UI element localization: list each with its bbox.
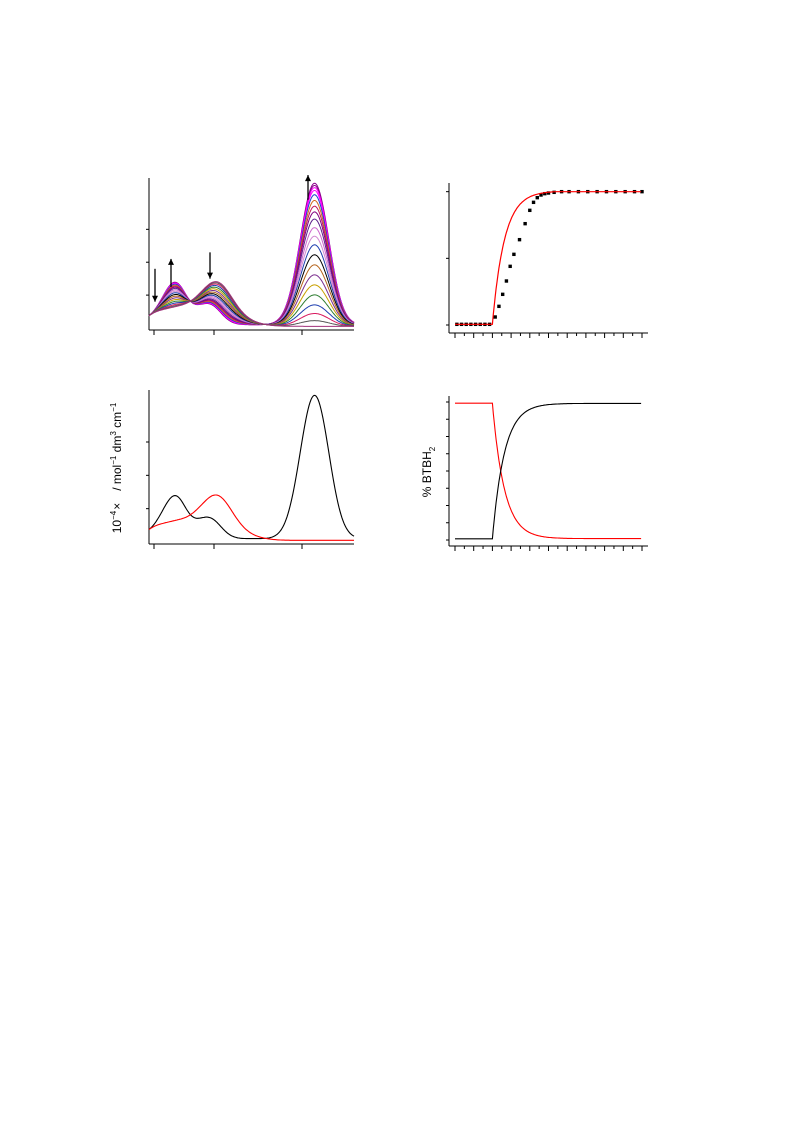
arrow-up-icon xyxy=(168,258,174,265)
data-point xyxy=(543,191,547,196)
ylabel-exponent-3: 3 xyxy=(109,431,118,436)
panel-d-distribution-curves xyxy=(455,402,642,540)
data-point xyxy=(504,279,509,283)
panel-a-spectra-curves xyxy=(148,182,355,327)
panel-a-ticks xyxy=(146,228,303,335)
ylabel-units-3: cm xyxy=(110,412,124,431)
ylabel-subscript: 2 xyxy=(428,446,437,451)
decreasing-species-curve xyxy=(455,402,642,540)
ylabel-text: % BTBH xyxy=(420,451,434,497)
data-point xyxy=(539,193,543,197)
data-point xyxy=(493,315,497,319)
ylabel-exponent-4: −1 xyxy=(109,402,118,412)
ylabel-exponent-2: −1 xyxy=(109,455,118,465)
panel-titration-spectra xyxy=(146,175,355,335)
fit-curve xyxy=(455,191,642,325)
panel-c-y-axis-label: 10−4×/ mol−1 dm3 cm−1 xyxy=(109,402,124,533)
ylabel-units-2: dm xyxy=(110,436,124,456)
ylabel-multiply: × xyxy=(110,503,124,510)
species-curve xyxy=(148,494,354,541)
data-point xyxy=(497,304,501,309)
data-point xyxy=(500,292,505,297)
ylabel-units: / mol xyxy=(110,465,124,491)
arrow-up-icon xyxy=(305,175,311,182)
ylabel-exponent: −4 xyxy=(109,510,118,520)
panel-b-plot xyxy=(455,189,644,327)
data-point xyxy=(523,221,527,226)
data-point xyxy=(531,200,536,205)
data-point xyxy=(528,208,532,213)
panel-d-y-axis-label: % BTBH2 xyxy=(420,446,437,497)
panel-species-distribution: % BTBH2 xyxy=(420,396,648,551)
data-point xyxy=(517,237,522,242)
data-point xyxy=(640,189,644,194)
data-point xyxy=(546,191,551,195)
arrow-down-icon xyxy=(152,295,158,302)
spectrum-curve xyxy=(148,281,354,327)
arrow-down-icon xyxy=(207,272,213,279)
ylabel-prefix: 10 xyxy=(110,520,124,534)
data-point xyxy=(512,252,516,257)
panel-b-ticks xyxy=(446,191,643,338)
data-point xyxy=(508,264,512,269)
panel-a-arrows xyxy=(152,175,311,302)
species-curve xyxy=(148,394,355,540)
panel-species-spectra: 10−4×/ mol−1 dm3 cm−1 xyxy=(109,390,355,549)
panel-c-species-curves xyxy=(148,394,355,541)
increasing-species-curve xyxy=(455,402,642,540)
panel-titration-fit xyxy=(446,183,648,338)
panel-d-ticks xyxy=(446,401,643,551)
data-point xyxy=(535,195,539,200)
panel-c-ticks xyxy=(146,441,303,549)
